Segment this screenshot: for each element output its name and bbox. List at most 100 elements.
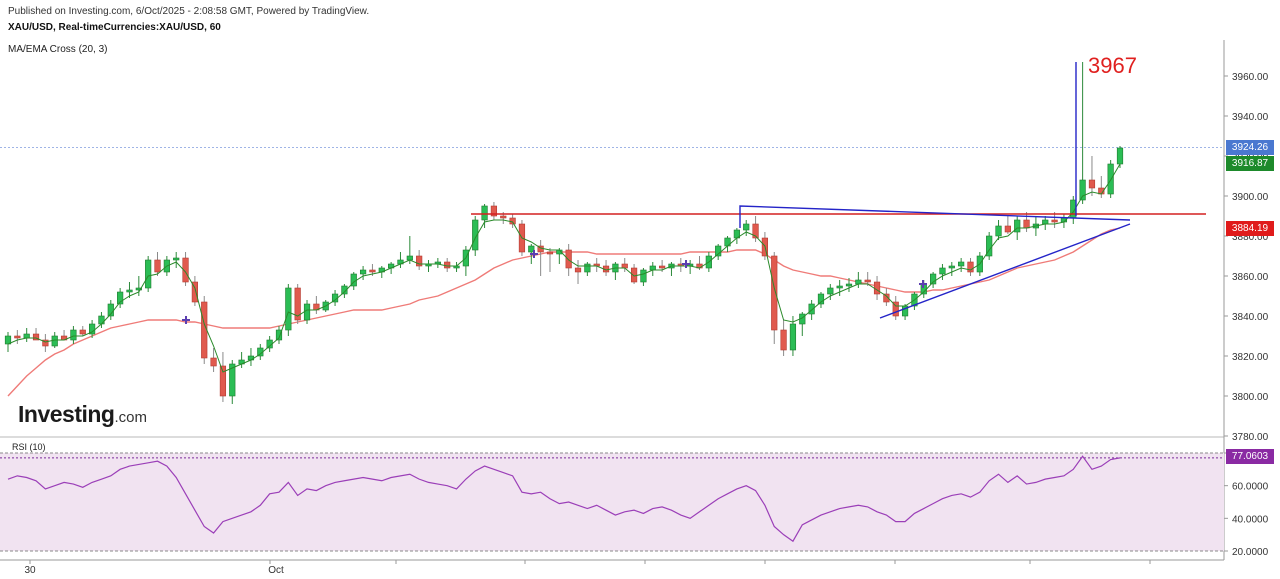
sma-slow-line (7, 227, 1121, 397)
candle-up (817, 293, 825, 305)
candle-up (1107, 163, 1114, 195)
candle-down (416, 255, 423, 267)
candle-up (303, 303, 311, 321)
candle-down (574, 267, 582, 273)
candle-up (98, 315, 105, 325)
candle-up (1116, 147, 1124, 165)
rsi-band (0, 453, 1224, 551)
candle-down (32, 333, 40, 341)
candle-down (565, 249, 572, 269)
candle-down (201, 301, 208, 359)
ema-fast-line (7, 163, 1121, 373)
candle-down (780, 329, 787, 351)
cross-marker (919, 280, 927, 288)
candle-up (359, 269, 367, 275)
rsi-tick-label: 40.0000 (1232, 514, 1269, 525)
candle-down (546, 251, 554, 255)
symbol-title: XAU/USD, Real-timeCurrencies:XAU/USD, 60 (8, 22, 221, 33)
candle-up (51, 335, 58, 347)
candle-up (173, 257, 180, 261)
candle-up (472, 219, 479, 251)
price-tick-label: 3900.00 (1232, 192, 1269, 203)
candle-up (939, 267, 946, 275)
candle-down (630, 267, 638, 283)
candle-up (229, 363, 236, 397)
candle-up (528, 245, 535, 253)
candle-down (509, 217, 516, 225)
spike-annotation: 3967 (1088, 53, 1137, 78)
candle-up (743, 223, 750, 231)
time-tick-label: Oct (268, 565, 284, 576)
candle-down (369, 269, 376, 273)
candle-up (845, 283, 853, 287)
price-tick-label: 3800.00 (1232, 392, 1269, 403)
candle-down (873, 281, 881, 295)
candle-down (14, 335, 21, 339)
candle-up (1014, 219, 1021, 233)
candle-up (341, 285, 348, 295)
candle-up (958, 261, 965, 267)
candle-down (182, 257, 189, 283)
published-note: Published on Investing.com, 6/Oct/2025 -… (8, 6, 370, 17)
candle-up (808, 303, 815, 315)
candle-up (1079, 179, 1086, 201)
price-tick-label: 3940.00 (1232, 112, 1269, 123)
rsi-pane-label: RSI (10) (12, 442, 46, 452)
candle-up (406, 255, 413, 261)
rsi-line (7, 455, 1121, 543)
candle-down (154, 259, 161, 273)
candle-down (967, 261, 974, 273)
candle-up (836, 285, 843, 289)
rsi-tick-label: 20.0000 (1232, 547, 1269, 558)
current-price-badge: 3924.26 (1226, 140, 1274, 155)
candle-down (79, 329, 86, 335)
candle-down (210, 357, 217, 367)
rsi-value-badge: 77.0603 (1226, 449, 1274, 464)
price-tick-label: 3860.00 (1232, 272, 1269, 283)
price-tick-label: 3780.00 (1232, 432, 1269, 443)
candle-up (23, 333, 30, 339)
candle-up (247, 355, 255, 361)
candle-down (864, 279, 871, 283)
candle-up (948, 265, 955, 269)
price-tick-label: 3820.00 (1232, 352, 1269, 363)
candle-up (649, 265, 656, 271)
last-close-badge: 3916.87 (1226, 156, 1274, 171)
investing-logo: Investing.com (18, 401, 147, 428)
indicator-label: MA/EMA Cross (20, 3) (8, 44, 108, 55)
cross-marker (530, 250, 538, 258)
candle-down (191, 281, 198, 303)
candle-up (930, 273, 937, 285)
candle-down (621, 263, 628, 269)
candle-down (500, 215, 507, 219)
candle-up (135, 287, 142, 291)
candle-down (1004, 225, 1011, 233)
candle-down (490, 205, 498, 217)
candle-up (584, 263, 591, 273)
upper-trendline (739, 205, 1131, 228)
ma-value-badge: 3884.19 (1226, 221, 1274, 236)
candle-up (855, 279, 862, 285)
candle-down (1051, 219, 1058, 223)
candle-down (294, 287, 301, 321)
candle-down (219, 365, 227, 397)
candle-down (1023, 219, 1030, 229)
candle-down (752, 223, 759, 239)
price-tick-label: 3960.00 (1232, 72, 1269, 83)
time-tick-label: 30 (24, 565, 36, 576)
logo-tld: .com (114, 409, 147, 426)
price-tick-label: 3840.00 (1232, 312, 1269, 323)
candle-up (640, 269, 647, 283)
candle-down (659, 265, 666, 269)
cross-marker (682, 260, 690, 268)
candle-up (481, 205, 488, 221)
candle-down (771, 255, 778, 331)
candle-down (1088, 179, 1096, 189)
logo-main: Investing (18, 401, 115, 427)
candle-up (827, 287, 834, 295)
rsi-tick-label: 60.0000 (1232, 482, 1269, 493)
candle-up (789, 323, 797, 351)
candle-up (70, 329, 77, 341)
candle-down (42, 339, 49, 347)
